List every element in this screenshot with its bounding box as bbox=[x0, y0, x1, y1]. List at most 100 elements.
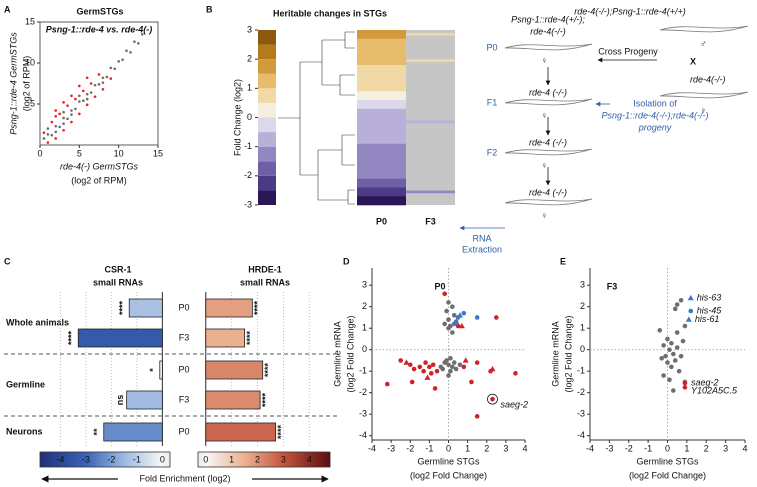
y-axis-label: Germline mRNA bbox=[332, 321, 342, 387]
colorbar-slice bbox=[119, 452, 121, 467]
point-label: his-63 bbox=[697, 292, 722, 302]
colorbar-slice bbox=[77, 452, 79, 467]
x-tick-label: -4 bbox=[368, 443, 376, 453]
point bbox=[423, 360, 428, 365]
colorbar-slice bbox=[165, 452, 167, 467]
colorbar-slice bbox=[57, 452, 59, 467]
colorbar-tick-label: -3 bbox=[244, 199, 252, 209]
colorbar-tick-label: 0 bbox=[160, 454, 165, 464]
point bbox=[140, 33, 144, 36]
bar bbox=[205, 298, 253, 318]
point bbox=[450, 364, 455, 370]
colorbar-tick-label: 1 bbox=[229, 454, 234, 464]
point bbox=[89, 82, 93, 85]
colorbar-slice bbox=[136, 452, 138, 467]
point bbox=[458, 322, 465, 329]
point bbox=[669, 340, 674, 346]
point bbox=[667, 347, 672, 353]
colorbar-slice bbox=[148, 452, 150, 467]
colorbar-slice bbox=[309, 452, 311, 467]
panel-label: C bbox=[4, 256, 11, 266]
parent-label: rde-4(-/-) bbox=[690, 74, 726, 84]
category-label: F3 bbox=[179, 332, 190, 342]
colorbar-slice bbox=[306, 452, 308, 467]
colorbar-slice bbox=[92, 452, 94, 467]
point bbox=[50, 133, 54, 137]
isolation-label: Psng-1::rde-4(-/-);rde-4(-/-) bbox=[601, 110, 708, 120]
point bbox=[688, 308, 694, 314]
colorbar-slice bbox=[244, 452, 246, 467]
colorbar-slice bbox=[234, 452, 236, 467]
panel-label: D bbox=[343, 256, 350, 266]
series-title: small RNAs bbox=[240, 277, 290, 287]
colorbar-frame bbox=[197, 451, 331, 468]
point bbox=[81, 99, 85, 103]
x-tick-label: 0 bbox=[37, 148, 42, 158]
colorbar-slice bbox=[46, 452, 48, 467]
bar bbox=[205, 360, 264, 380]
point bbox=[78, 94, 81, 98]
x-tick-label: 0 bbox=[665, 443, 670, 453]
column-label: F3 bbox=[425, 216, 436, 226]
colorbar-slice bbox=[74, 452, 76, 467]
point bbox=[455, 323, 461, 329]
point bbox=[117, 60, 120, 63]
x-tick-label: 2 bbox=[484, 443, 489, 453]
point bbox=[444, 308, 449, 314]
point bbox=[682, 323, 688, 329]
bar bbox=[159, 360, 163, 380]
y-tick-label: -1 bbox=[359, 366, 367, 376]
colorbar-slice bbox=[150, 452, 152, 467]
colorbar-slice bbox=[44, 452, 46, 467]
cross-symbol: X bbox=[690, 56, 696, 66]
point bbox=[671, 388, 676, 393]
colorbar-slice bbox=[319, 452, 321, 467]
colorbar-slice bbox=[61, 452, 63, 467]
colorbar-slice bbox=[105, 452, 107, 467]
colorbar-slice bbox=[50, 452, 52, 467]
colorbar-slice bbox=[205, 452, 207, 467]
colorbar-slice bbox=[200, 452, 202, 467]
colorbar-slice bbox=[52, 452, 54, 467]
point bbox=[78, 112, 81, 116]
x-tick-label: 0 bbox=[446, 443, 451, 453]
bar bbox=[205, 328, 245, 348]
point bbox=[78, 84, 81, 88]
colorbar-slice bbox=[322, 452, 324, 467]
colorbar-tick-label: -2 bbox=[107, 454, 115, 464]
point bbox=[81, 89, 85, 93]
sex-symbol: ♀ bbox=[541, 110, 548, 120]
colorbar-slice bbox=[276, 452, 278, 467]
worm bbox=[659, 25, 749, 33]
bar bbox=[128, 298, 163, 318]
colorbar-slice bbox=[95, 452, 97, 467]
point bbox=[446, 317, 451, 322]
colorbar-tick-label: 1 bbox=[247, 83, 252, 93]
colorbar-slice bbox=[307, 452, 309, 467]
chart-title: Heritable changes in STGs bbox=[273, 8, 387, 18]
colorbar-slice bbox=[103, 452, 105, 467]
colorbar-slice bbox=[324, 452, 326, 467]
colorbar-slice bbox=[257, 452, 259, 467]
colorbar-tick-label: 3 bbox=[281, 454, 286, 464]
point bbox=[513, 371, 518, 376]
colorbar-swatch bbox=[258, 59, 276, 74]
point bbox=[113, 67, 117, 71]
point bbox=[663, 353, 668, 359]
offspring-label: rde-4 (-/-) bbox=[529, 137, 567, 147]
colorbar-slice bbox=[157, 452, 159, 467]
significance-label: **** bbox=[260, 393, 270, 408]
category-label: P0 bbox=[178, 302, 189, 312]
colorbar-slice bbox=[294, 452, 296, 467]
bar bbox=[77, 328, 163, 348]
colorbar-slice bbox=[68, 452, 70, 467]
heatmap-cell bbox=[357, 38, 406, 48]
heatmap-cell bbox=[357, 30, 406, 40]
point bbox=[672, 306, 678, 312]
colorbar-slice bbox=[91, 452, 93, 467]
group-label: Neurons bbox=[6, 426, 43, 436]
colorbar-slice bbox=[258, 452, 260, 467]
colorbar-slice bbox=[296, 452, 298, 467]
point bbox=[448, 356, 453, 361]
colorbar-slice bbox=[64, 452, 66, 467]
